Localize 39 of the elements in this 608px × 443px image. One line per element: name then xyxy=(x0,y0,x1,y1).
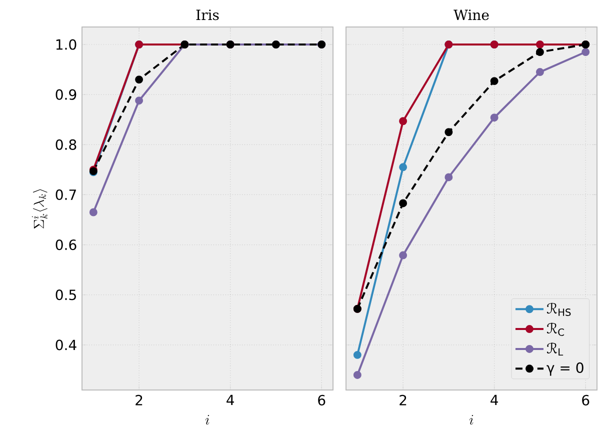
point xyxy=(353,350,362,359)
x-tick-label: 6 xyxy=(318,394,326,406)
x-axis-title: $i$ xyxy=(206,414,210,425)
point xyxy=(536,68,544,76)
y-tick-label: 0.6 xyxy=(56,239,76,250)
legend-label: ℛ$_{HS}$ xyxy=(546,302,571,316)
y-tick-label: 1.0 xyxy=(56,39,76,50)
x-axis-title: $i$ xyxy=(470,414,474,425)
y-tick-label: 0.4 xyxy=(56,340,76,350)
chart-title: Iris xyxy=(196,10,219,20)
x-tick-label: 2 xyxy=(136,394,142,406)
legend-label: ℛ$_{C}$ xyxy=(546,322,564,336)
x-tick-label: 4 xyxy=(490,394,498,406)
x-tick-label: 6 xyxy=(582,394,590,406)
point xyxy=(399,117,408,126)
legend-label: γ = 0 xyxy=(546,362,584,376)
y-axis-title: $\Sigma_k^i\langle\lambda_k\rangle$ xyxy=(32,189,48,228)
point xyxy=(353,370,362,379)
y-tick-label: 0.7 xyxy=(56,189,76,200)
point xyxy=(399,251,408,260)
point xyxy=(490,77,498,86)
point xyxy=(399,163,408,172)
point xyxy=(89,208,98,216)
point xyxy=(399,199,408,208)
point xyxy=(135,76,144,84)
point xyxy=(536,48,544,56)
chart-title: Wine xyxy=(454,10,489,20)
y-tick-label: 0.9 xyxy=(56,89,76,100)
point xyxy=(444,128,453,136)
x-tick-label: 2 xyxy=(400,394,406,406)
y-tick-label: 0.5 xyxy=(56,290,76,300)
point xyxy=(444,173,453,182)
x-tick-label: 4 xyxy=(226,394,234,406)
legend-label: ℛ$_{L}$ xyxy=(546,342,564,356)
point xyxy=(490,114,498,122)
point xyxy=(582,48,590,56)
y-tick-label: 0.8 xyxy=(56,139,76,150)
point xyxy=(536,40,544,49)
point xyxy=(135,96,144,105)
